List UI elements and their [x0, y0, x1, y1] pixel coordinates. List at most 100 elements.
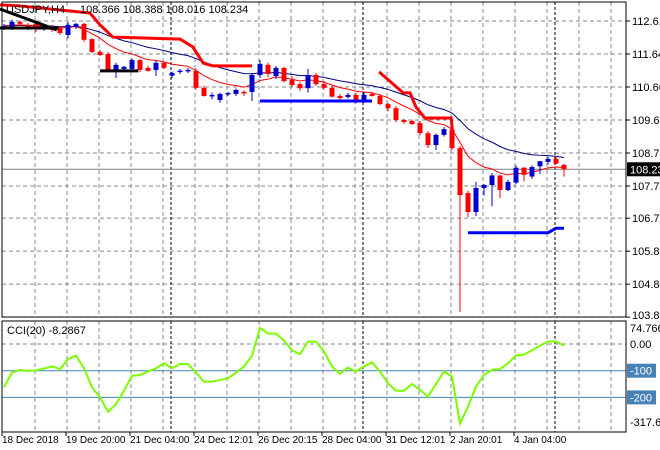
- candle-body: [425, 133, 431, 146]
- candle-body: [473, 188, 479, 213]
- candle-body: [161, 62, 167, 68]
- candle-body: [433, 134, 439, 146]
- candle-body: [241, 91, 247, 94]
- candle: [89, 38, 95, 53]
- candle: [337, 93, 343, 100]
- candle: [57, 25, 63, 36]
- candle-body: [385, 104, 391, 109]
- candle: [265, 62, 271, 78]
- candle: [489, 173, 495, 207]
- cci-level-badge: [627, 390, 656, 405]
- candle-body: [409, 121, 415, 125]
- x-tick-label: 2 Jan 20:01: [450, 435, 503, 446]
- cci-level-badge: [627, 363, 656, 378]
- stop-line: [0, 3, 252, 68]
- candle: [545, 156, 551, 165]
- y-tick-label: 103.865: [632, 310, 660, 322]
- cci-tick-label: 0.00: [630, 339, 651, 351]
- candle: [73, 22, 79, 29]
- candle: [433, 133, 439, 151]
- candle: [233, 88, 239, 96]
- candle-body: [145, 67, 151, 71]
- candle-body: [73, 23, 79, 27]
- candle: [249, 72, 255, 102]
- candle-body: [225, 92, 231, 95]
- candle-body: [17, 21, 23, 24]
- candle: [313, 72, 319, 86]
- candle: [505, 179, 511, 192]
- candle: [521, 167, 527, 182]
- candle-body: [449, 129, 455, 149]
- x-tick-label: 19 Dec 20:00: [66, 435, 126, 446]
- main-pane-frame: [1, 1, 627, 318]
- candle-body: [217, 93, 223, 101]
- x-tick-label: 31 Dec 12:01: [386, 435, 446, 446]
- candle: [537, 160, 543, 174]
- candle-body: [129, 60, 135, 69]
- candle-body: [105, 54, 111, 71]
- candle: [513, 165, 519, 184]
- candle-body: [345, 94, 351, 97]
- candle-body: [513, 167, 519, 183]
- candle: [209, 92, 215, 100]
- candle: [329, 85, 335, 98]
- candle-body: [265, 64, 271, 74]
- candle-body: [481, 184, 487, 189]
- candle: [145, 65, 151, 72]
- candle-body: [97, 51, 103, 56]
- candle-body: [233, 89, 239, 94]
- candle-body: [361, 94, 367, 102]
- candle-body: [65, 24, 71, 36]
- candle-body: [329, 87, 335, 97]
- candle: [377, 93, 383, 106]
- candle: [401, 118, 407, 124]
- candle: [217, 92, 223, 103]
- candle-body: [177, 70, 183, 73]
- candle-body: [121, 66, 127, 69]
- candle: [345, 92, 351, 99]
- candle: [193, 68, 199, 90]
- candle: [161, 61, 167, 69]
- ma-slow-line: [3, 24, 565, 159]
- candle: [497, 174, 503, 199]
- candle-body: [353, 94, 359, 101]
- candle-body: [33, 23, 39, 28]
- candle: [465, 190, 471, 218]
- candle-body: [297, 84, 303, 89]
- candle: [177, 68, 183, 74]
- candle-body: [465, 193, 471, 213]
- candle: [185, 67, 191, 73]
- y-tick-label: 110.665: [632, 82, 660, 94]
- candle: [241, 89, 247, 96]
- candle-body: [417, 123, 423, 134]
- cci-title: CCI(20) -8.2867: [7, 325, 86, 337]
- candle-body: [457, 148, 463, 196]
- candle-body: [81, 23, 87, 40]
- current-price-badge: [627, 162, 660, 177]
- candle: [561, 164, 567, 177]
- y-tick-label: 105.815: [632, 246, 660, 258]
- candle: [417, 121, 423, 136]
- candle-body: [89, 39, 95, 52]
- candle-body: [281, 67, 287, 82]
- candle-body: [9, 21, 15, 28]
- candle-body: [321, 84, 327, 88]
- candle-body: [337, 95, 343, 98]
- candle: [153, 60, 159, 76]
- candle-body: [209, 94, 215, 97]
- candle-body: [25, 24, 31, 27]
- candle: [17, 20, 23, 26]
- candle: [129, 58, 135, 70]
- x-tick-label: 21 Dec 04:00: [130, 435, 190, 446]
- candle-body: [489, 175, 495, 185]
- grid: [2, 2, 626, 432]
- candle-body: [313, 74, 319, 85]
- candle: [393, 106, 399, 123]
- candle: [81, 22, 87, 42]
- candle: [273, 65, 279, 80]
- x-tick-label: 28 Dec 04:00: [322, 435, 382, 446]
- cci-pane: [2, 326, 626, 427]
- candle-body: [505, 181, 511, 191]
